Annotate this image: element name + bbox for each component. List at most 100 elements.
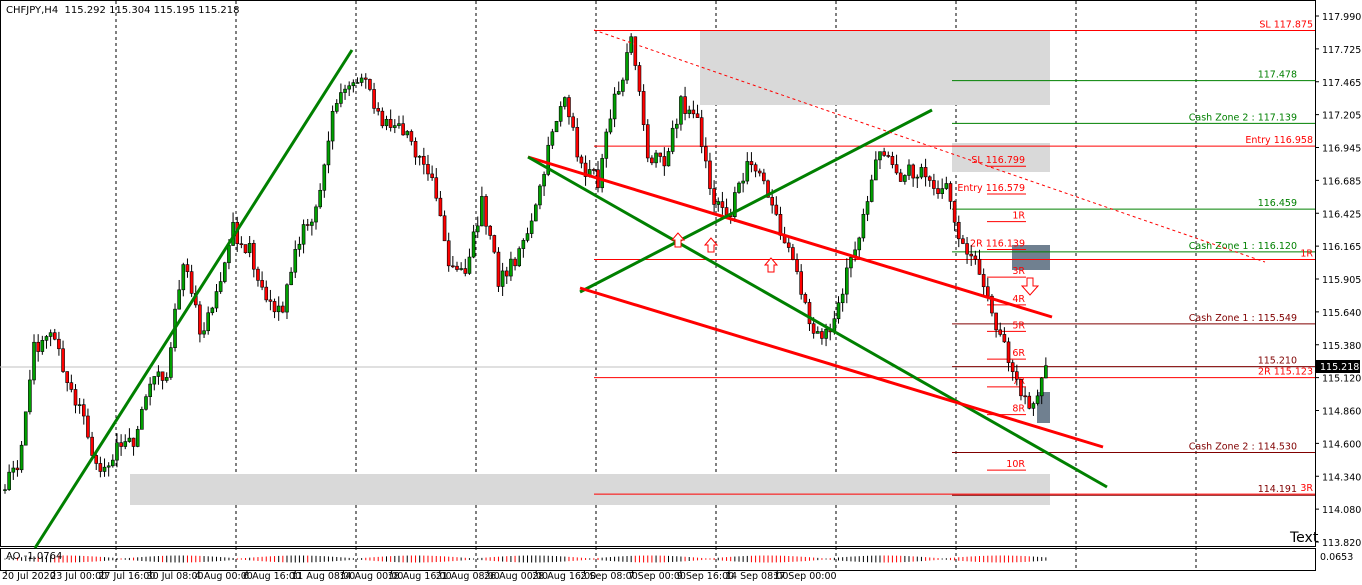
level-label: 114.191 <box>1258 484 1297 495</box>
candle <box>575 126 580 158</box>
candle <box>583 162 588 177</box>
x-tick-label: 21 Aug 08:00 <box>436 571 500 582</box>
candle <box>571 116 575 128</box>
candle <box>890 156 895 165</box>
y-tick-label: 116.425 <box>1322 209 1361 220</box>
candle <box>372 89 376 109</box>
candle <box>496 251 501 287</box>
candle <box>1023 395 1027 398</box>
candle <box>268 299 273 302</box>
candle <box>455 265 459 270</box>
candle <box>704 146 708 162</box>
candle <box>135 429 140 447</box>
candle <box>422 155 426 165</box>
candle <box>708 160 712 189</box>
candle <box>359 77 364 83</box>
candle <box>973 255 978 260</box>
x-tick-label: 23 Jul 00:00 <box>50 571 107 582</box>
candle <box>724 207 729 216</box>
candle <box>127 437 132 442</box>
y-tick-label: 114.600 <box>1322 439 1361 450</box>
candle <box>7 471 11 490</box>
candle <box>189 271 194 294</box>
candle <box>102 466 107 472</box>
candle <box>169 347 173 378</box>
candle <box>451 265 455 268</box>
candle <box>351 82 356 87</box>
candle <box>15 467 20 471</box>
candle <box>919 167 924 178</box>
ao-scale-label: 0.0653 <box>1320 552 1353 563</box>
candle <box>106 465 111 468</box>
candle <box>749 161 754 166</box>
candle <box>177 289 181 310</box>
candle <box>857 237 862 251</box>
candle <box>57 338 61 350</box>
candle <box>28 379 32 413</box>
x-tick-label: 18 Aug 16:00 <box>388 571 452 582</box>
candle <box>1039 377 1044 397</box>
candle <box>131 437 136 447</box>
candle <box>11 467 16 473</box>
candle <box>994 312 998 331</box>
level-label: 116.459 <box>1258 198 1297 209</box>
candle <box>878 151 882 161</box>
candle <box>77 404 82 406</box>
candle <box>662 156 667 167</box>
candle <box>380 110 385 127</box>
candle <box>961 238 965 244</box>
candle <box>488 225 492 236</box>
y-tick-label: 115.640 <box>1322 308 1361 319</box>
candle <box>69 382 74 390</box>
candle <box>40 340 45 352</box>
candle <box>198 304 202 335</box>
candle <box>430 173 434 178</box>
candle <box>1006 341 1011 363</box>
candle <box>621 79 625 92</box>
candle <box>65 371 70 383</box>
candle <box>616 91 621 95</box>
candle <box>695 113 700 118</box>
candle <box>318 189 322 208</box>
x-tick-label: 7 Sep 00:00 <box>629 571 686 582</box>
y-tick-label: 114.340 <box>1322 472 1361 483</box>
candle <box>998 329 1003 335</box>
y-tick-label: 115.120 <box>1322 374 1361 385</box>
candle <box>210 307 215 314</box>
candle <box>140 409 144 430</box>
r-level-label: 7R <box>1012 376 1025 387</box>
candle <box>94 455 99 464</box>
candle <box>206 312 210 332</box>
candle <box>874 159 878 181</box>
candle <box>86 415 90 438</box>
candle <box>786 242 791 248</box>
down-arrow-icon <box>1020 277 1040 296</box>
candle <box>903 175 907 182</box>
r-level-label: 4R <box>1012 294 1025 305</box>
candle <box>355 82 360 84</box>
candle <box>471 231 476 258</box>
candle <box>720 201 725 208</box>
candle <box>61 348 65 372</box>
candle <box>272 301 277 313</box>
trendline <box>593 29 1266 263</box>
candle <box>111 459 115 467</box>
candle <box>550 131 555 146</box>
candle <box>214 291 219 309</box>
candle <box>861 213 866 239</box>
candle <box>492 235 497 253</box>
x-tick-label: 14 Aug 00:00 <box>339 571 403 582</box>
candle <box>658 152 662 157</box>
candle <box>948 183 953 202</box>
candle <box>52 332 57 340</box>
candle <box>475 225 480 233</box>
candle <box>293 249 298 273</box>
candle <box>247 243 252 254</box>
text-object[interactable]: Text <box>1290 530 1319 546</box>
candle <box>803 294 808 303</box>
candle <box>243 244 248 254</box>
candle <box>48 332 53 337</box>
candle <box>770 197 774 206</box>
candle <box>969 253 974 257</box>
